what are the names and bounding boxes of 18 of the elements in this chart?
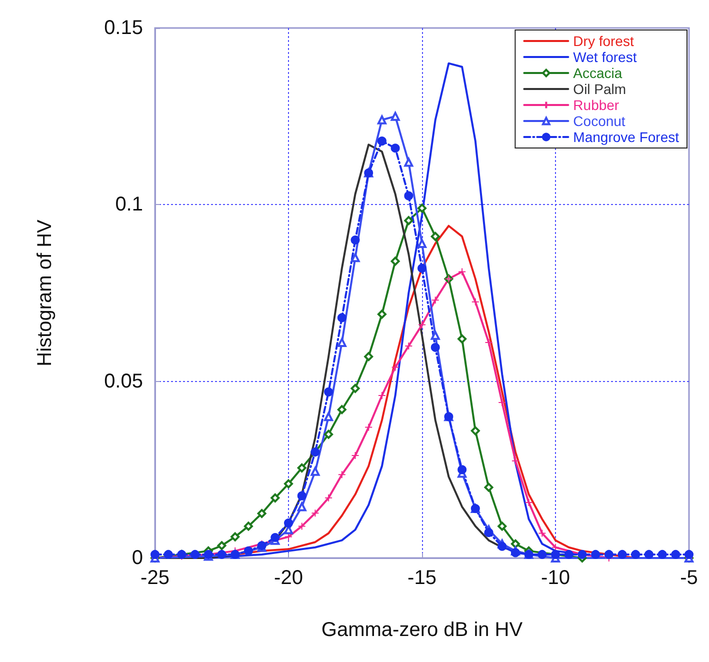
x-tick-label: -20 bbox=[274, 567, 303, 589]
x-tick-label: -25 bbox=[140, 567, 170, 589]
y-axis-title: Histogram of HV bbox=[34, 218, 56, 366]
x-tick-label: -15 bbox=[408, 567, 436, 589]
x-tick-label: -10 bbox=[541, 567, 570, 589]
legend-label: Rubber bbox=[573, 97, 620, 113]
legend-label: Wet forest bbox=[573, 49, 637, 65]
y-tick-label: 0 bbox=[132, 547, 143, 569]
legend-label: Dry forest bbox=[573, 33, 634, 49]
y-tick-label: 0.15 bbox=[104, 17, 143, 39]
y-tick-label: 0.1 bbox=[115, 194, 143, 216]
x-tick-label: -5 bbox=[680, 567, 698, 589]
legend-label: Oil Palm bbox=[573, 81, 626, 97]
legend-label: Accacia bbox=[573, 65, 622, 81]
legend-label: Mangrove Forest bbox=[573, 129, 680, 145]
x-axis-title: Gamma-zero dB in HV bbox=[321, 619, 524, 641]
y-tick-label: 0.05 bbox=[104, 370, 143, 392]
legend-label: Coconut bbox=[573, 113, 626, 129]
